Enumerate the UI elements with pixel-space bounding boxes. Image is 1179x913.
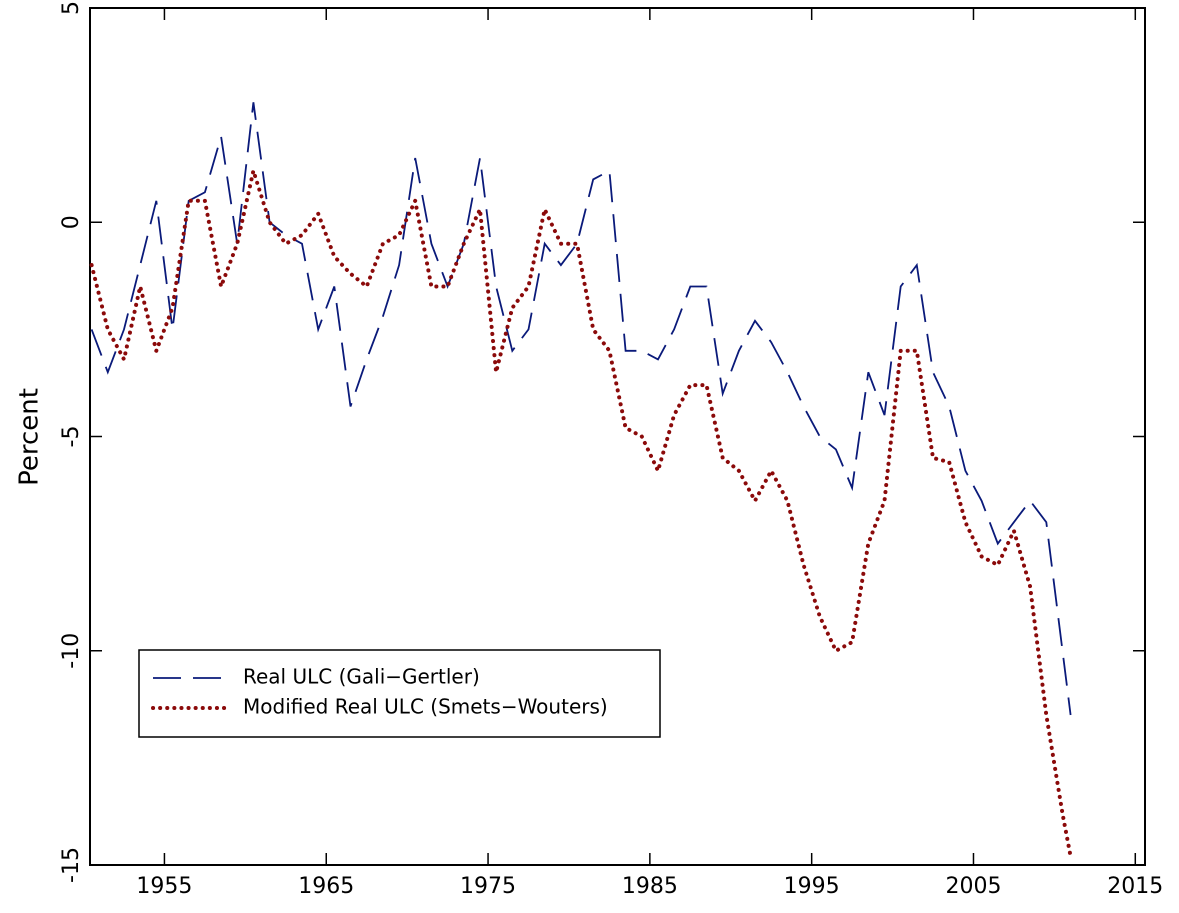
x-tick-label: 2015 (1107, 874, 1163, 899)
legend-box (138, 649, 661, 738)
x-tick-label: 1965 (298, 874, 354, 899)
legend-label: Modified Real ULC (Smets−Wouters) (243, 695, 608, 719)
x-tick-label: 2005 (945, 874, 1001, 899)
x-tick-label: 1955 (136, 874, 192, 899)
y-tick-label: 0 (59, 215, 84, 229)
legend-label: Real ULC (Gali−Gertler) (243, 665, 480, 689)
y-tick-label: -5 (59, 426, 84, 448)
y-tick-label: -15 (59, 847, 84, 883)
y-tick-label: -10 (59, 633, 84, 669)
series-line (89, 163, 1073, 859)
series-line (90, 102, 1072, 716)
x-tick-label: 1985 (622, 874, 678, 899)
x-tick-label: 1995 (784, 874, 840, 899)
y-tick-label: 5 (59, 1, 84, 15)
x-tick-label: 1975 (460, 874, 516, 899)
y-axis-label: Percent (15, 388, 45, 486)
